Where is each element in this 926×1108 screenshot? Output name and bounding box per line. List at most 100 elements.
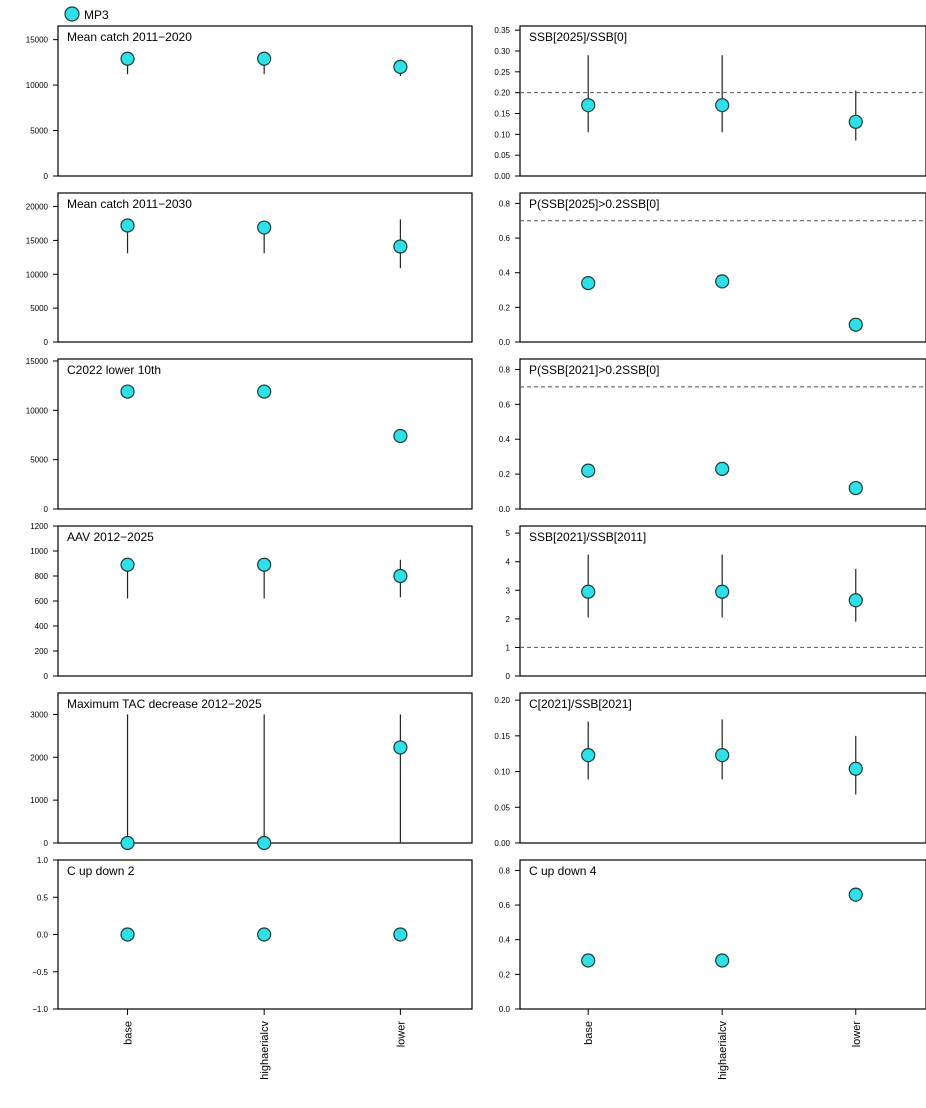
data-point (715, 98, 730, 113)
y-tick-label: 0.2 (499, 303, 511, 312)
data-point (581, 953, 596, 968)
data-point (393, 428, 408, 444)
data-point (257, 220, 272, 235)
data-point (848, 593, 863, 608)
y-tick-label: 10000 (26, 81, 49, 90)
chart-panel: 0 5000 10000 15000 C2022 lower 10th (26, 357, 473, 514)
panel-title: P(SSB[2021]>0.2SSB[0] (529, 363, 659, 377)
data-point (581, 463, 596, 478)
y-tick-label: 0.35 (494, 26, 510, 35)
data-point (581, 98, 596, 113)
chart-panel: 0.0 0.2 0.4 0.6 0.8 P(SSB[2021]>0.2SSB[0] (499, 358, 926, 514)
y-tick-label: 0.8 (499, 199, 511, 208)
y-tick-label: 0.4 (499, 435, 511, 444)
y-tick-label: 0.4 (499, 269, 511, 278)
y-tick-label: 0.0 (37, 931, 49, 940)
y-tick-label: 1000 (30, 796, 48, 805)
y-tick-label: 0.5 (37, 893, 49, 902)
y-tick-label: 600 (35, 597, 49, 606)
data-point (848, 317, 863, 332)
data-point (581, 584, 596, 599)
y-tick-label: 0.20 (494, 696, 510, 705)
y-tick-label: 0 (44, 839, 49, 848)
data-point (581, 748, 596, 763)
legend-marker (64, 6, 80, 22)
y-tick-label: 0.6 (499, 901, 511, 910)
plot-frame (519, 25, 926, 177)
data-point (120, 384, 135, 399)
y-tick-label: 0.10 (494, 130, 510, 139)
y-tick-label: 0.6 (499, 234, 511, 243)
data-point (120, 835, 135, 851)
chart-panel: 0.00 0.05 0.10 0.15 0.20 C[2021]/SSB[2021] (494, 692, 926, 848)
category-label: highaerialcv (259, 1021, 271, 1080)
panel-title: P(SSB[2025]>0.2SSB[0] (529, 197, 659, 211)
data-point (393, 740, 408, 755)
legend-label: MP3 (84, 8, 109, 22)
data-point (848, 761, 863, 776)
data-point (715, 461, 730, 476)
y-tick-label: 10000 (26, 406, 49, 415)
data-point (257, 835, 272, 851)
category-label: base (123, 1021, 135, 1045)
panel-title: C[2021]/SSB[2021] (529, 697, 632, 711)
chart-panel: 0 5000 10000 15000 20000 Mean catch 2011−2030 (26, 192, 473, 347)
y-tick-label: 15000 (26, 357, 49, 366)
plot-frame (57, 192, 473, 343)
y-tick-label: 3 (506, 586, 511, 595)
plot-frame (519, 692, 926, 844)
data-point (848, 114, 863, 129)
y-tick-label: 0.0 (499, 505, 511, 514)
y-tick-label: 0.8 (499, 365, 511, 374)
y-tick-label: 0.25 (494, 68, 510, 77)
chart-panel: 0.00 0.05 0.10 0.15 0.20 0.25 0.30 0.35 SSB[2025… (494, 25, 926, 181)
y-tick-label: 0.05 (494, 151, 510, 160)
y-tick-label: 0.2 (499, 970, 511, 979)
data-point (715, 953, 730, 968)
y-tick-label: 15000 (26, 236, 49, 245)
y-tick-label: 0 (506, 672, 511, 681)
panel-title: SSB[2025]/SSB[0] (529, 30, 627, 44)
y-tick-label: 5000 (30, 304, 48, 313)
data-point (120, 557, 135, 572)
data-point (848, 480, 863, 496)
y-tick-label: 1200 (30, 522, 48, 531)
y-tick-label: 0.8 (499, 866, 511, 875)
data-point (393, 568, 408, 584)
y-tick-label: 1000 (30, 547, 48, 556)
y-tick-label: 0.15 (494, 110, 510, 119)
y-tick-label: 20000 (26, 203, 49, 212)
y-tick-label: 1 (506, 643, 511, 652)
plot-frame (519, 525, 926, 677)
plot-frame (57, 358, 473, 510)
panel-title: C up down 2 (67, 864, 135, 878)
y-tick-label: 0.0 (499, 338, 511, 347)
category-label: highaerialcv (717, 1021, 729, 1080)
data-point (848, 887, 863, 902)
y-tick-label: 15000 (26, 36, 49, 45)
panel-title: Mean catch 2011−2020 (67, 30, 192, 44)
category-label: lower (851, 1021, 863, 1048)
y-tick-label: 0.00 (494, 172, 510, 181)
data-point (581, 275, 596, 291)
y-tick-label: 0.0 (499, 1005, 511, 1014)
y-tick-label: 5000 (30, 456, 48, 465)
panel-title: C2022 lower 10th (67, 363, 161, 377)
y-tick-label: 0.6 (499, 400, 511, 409)
y-tick-label: 4 (506, 558, 511, 567)
chart-panel: 0.0 0.2 0.4 0.6 0.8 C up down 4 base highaerial… (499, 859, 926, 1080)
y-tick-label: −1.0 (32, 1005, 48, 1014)
data-point (120, 51, 135, 66)
panel-title: AAV 2012−2025 (67, 530, 154, 544)
y-tick-label: 5 (506, 529, 511, 538)
y-tick-label: 400 (35, 622, 49, 631)
y-tick-label: 3000 (30, 710, 48, 719)
chart-panel: 0.0 0.2 0.4 0.6 0.8 P(SSB[2025]>0.2SSB[0] (499, 192, 926, 347)
data-point (257, 557, 272, 572)
y-tick-label: 0 (44, 338, 49, 347)
chart-panel: 0 200 400 600 800 1000 1200 AAV 2012−2025 (30, 522, 473, 681)
chart-panel: 0 1000 2000 3000 Maximum TAC decrease 2012−2… (30, 692, 473, 851)
plot-frame (519, 358, 926, 510)
